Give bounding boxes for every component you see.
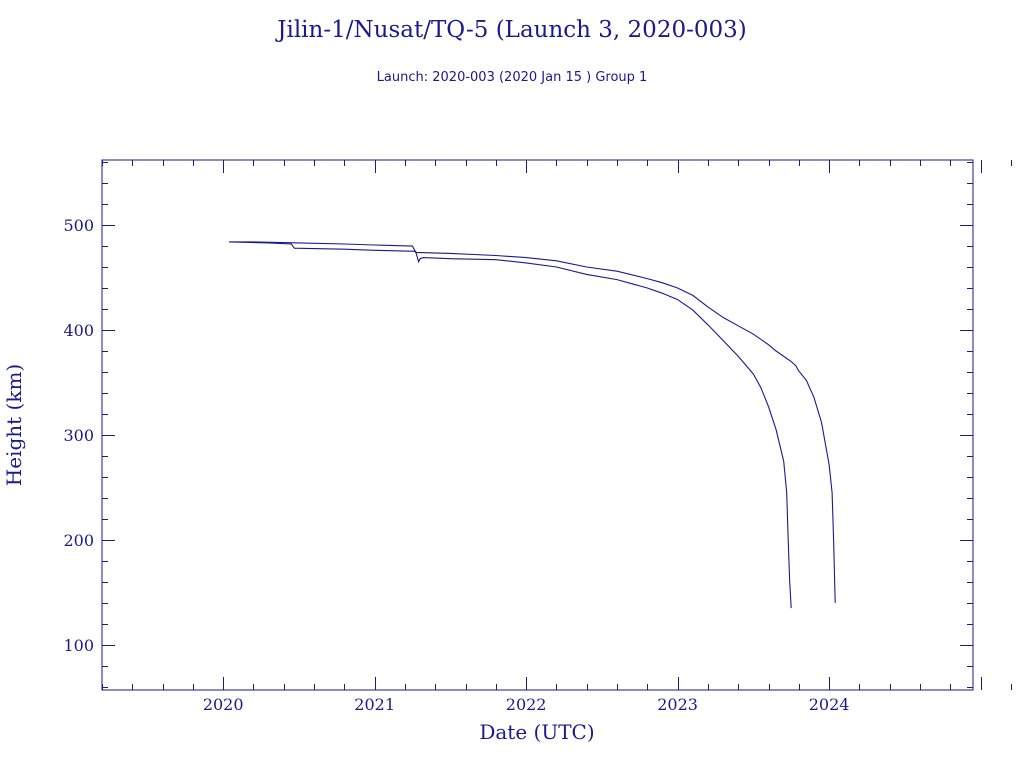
- x-tick-label: 2020: [203, 695, 244, 714]
- y-tick-label: 300: [63, 426, 94, 445]
- y-tick-label: 200: [63, 531, 94, 550]
- x-axis-label: Date (UTC): [479, 720, 594, 744]
- x-tick-label: 2022: [506, 695, 547, 714]
- data-lines: [229, 241, 836, 609]
- chart-title: Jilin-1/Nusat/TQ-5 (Launch 3, 2020-003): [275, 17, 746, 43]
- x-tick-label: 2024: [809, 695, 850, 714]
- y-axis-label: Height (km): [2, 364, 26, 486]
- x-tick-label: 2023: [657, 695, 698, 714]
- axis-ticks: [102, 160, 1012, 690]
- series-line-2: [229, 241, 792, 609]
- x-tick-label: 2021: [354, 695, 395, 714]
- y-tick-label: 100: [63, 636, 94, 655]
- series-line-1: [229, 241, 836, 603]
- plot-frame: [101, 159, 974, 691]
- chart-subtitle: Launch: 2020-003 (2020 Jan 15 ) Group 1: [377, 70, 648, 85]
- y-tick-label: 500: [63, 216, 94, 235]
- y-tick-label: 400: [63, 321, 94, 340]
- axis-tick-labels: 100 200 300 400 500 2020 2021 2022 2023 2024: [63, 216, 849, 714]
